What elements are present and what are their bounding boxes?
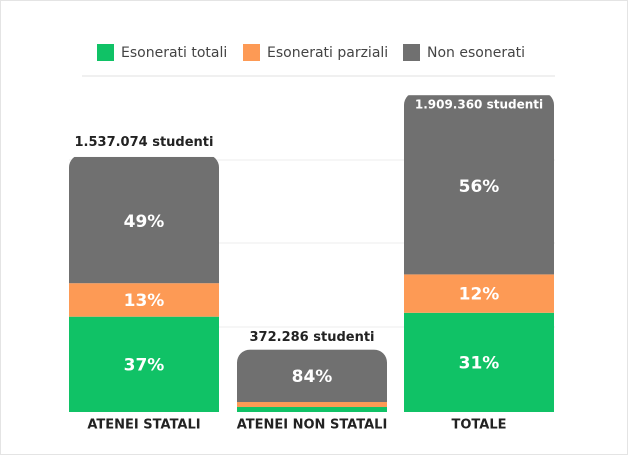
segment-label: 37%	[124, 355, 165, 375]
bar-segment	[237, 349, 387, 403]
legend-swatch	[97, 44, 114, 61]
bar-group	[404, 95, 554, 412]
total-label: 372.286 studenti	[250, 330, 375, 345]
legend-label: Esonerati totali	[121, 45, 227, 61]
x-tick-label: ATENEI STATALI	[87, 418, 200, 433]
segment-label: 12%	[459, 285, 500, 305]
legend-label: Non esonerati	[427, 45, 525, 61]
legend-swatch	[243, 44, 260, 61]
segment-label: 56%	[459, 177, 500, 197]
segment-label: 31%	[459, 353, 500, 373]
total-label: 1.909.360 studenti	[415, 98, 543, 112]
bar-segment	[69, 316, 219, 412]
bar-segment	[404, 274, 554, 313]
bar-segment	[404, 95, 554, 275]
segment-label: 13%	[124, 291, 165, 311]
legend-label: Esonerati parziali	[267, 45, 388, 61]
bar-segment	[404, 312, 554, 412]
bar-segment	[69, 156, 219, 284]
segment-label: 49%	[124, 212, 165, 232]
bar-group	[69, 156, 219, 412]
x-tick-label: TOTALE	[451, 418, 506, 433]
bar-group	[237, 349, 387, 412]
legend-swatch	[403, 44, 420, 61]
bar-segment	[237, 402, 387, 408]
x-tick-label: ATENEI NON STATALI	[237, 418, 388, 433]
segment-label: 84%	[292, 367, 333, 387]
bar-segment	[69, 283, 219, 317]
total-label: 1.537.074 studenti	[75, 135, 214, 150]
bar-segment	[237, 407, 387, 412]
